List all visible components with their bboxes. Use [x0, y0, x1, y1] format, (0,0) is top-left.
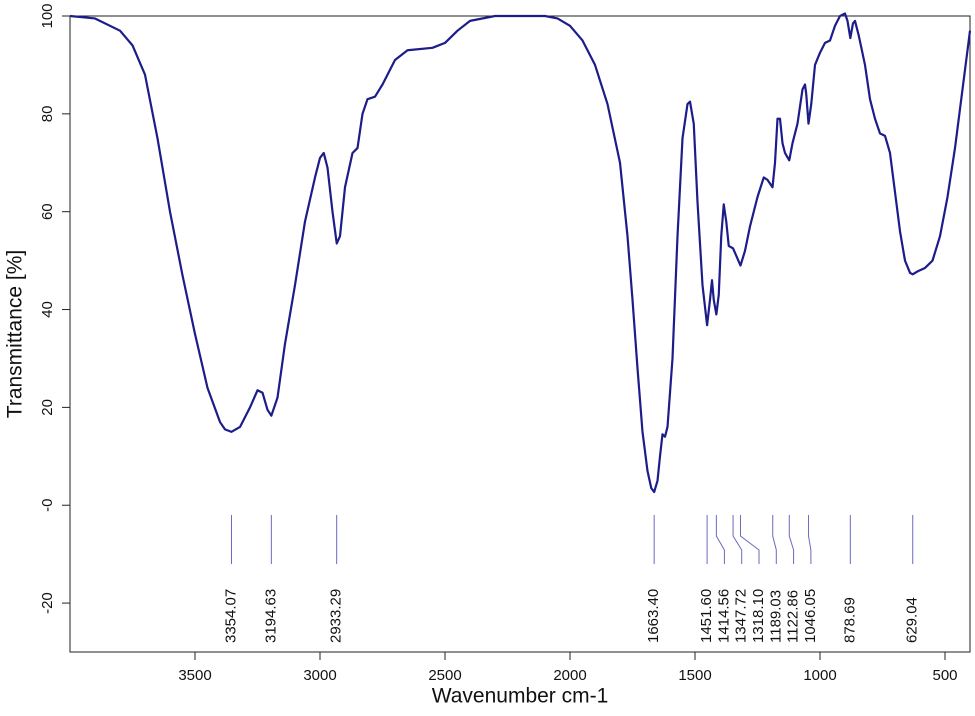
y-tick-label: -20: [39, 592, 56, 614]
x-tick-label: 2000: [553, 667, 586, 684]
peak-label: 878.69: [841, 597, 858, 643]
peak-label: 1347.72: [733, 589, 750, 643]
peak-label: 1046.05: [802, 589, 819, 643]
x-tick-label: 2500: [428, 667, 461, 684]
y-tick-label: 80: [39, 106, 56, 123]
y-axis-title: Transmittance [%]: [4, 250, 27, 418]
peak-label: 1451.60: [698, 589, 715, 643]
y-tick-label: 40: [39, 301, 56, 318]
y-tick-label: -0: [39, 499, 56, 512]
peak-marker: [732, 515, 743, 564]
peak-label: 1122.86: [785, 590, 802, 643]
spectrum-line: [69, 12, 972, 494]
peak-label: 3194.63: [262, 589, 279, 643]
peak-label: 1189.03: [767, 590, 784, 643]
peak-label: 1663.40: [645, 589, 662, 643]
plot-frame: [69, 15, 971, 653]
peak-marker: [788, 515, 795, 564]
peak-label: 1414.56: [715, 589, 732, 643]
x-tick-label: 3000: [303, 667, 336, 684]
peak-marker: [739, 515, 760, 564]
y-tick-label: 60: [39, 203, 56, 220]
peak-marker: [807, 515, 812, 564]
peak-marker: [772, 515, 777, 564]
peak-marker: [715, 515, 725, 564]
peak-label: 629.04: [904, 597, 921, 643]
x-tick-label: 1000: [803, 667, 836, 684]
x-axis-title: Wavenumber cm-1: [432, 685, 609, 708]
x-tick-label: 500: [932, 667, 957, 684]
peak-label: 1318.10: [750, 589, 767, 643]
x-tick-label: 3500: [178, 667, 211, 684]
y-tick-label: 100: [39, 3, 56, 28]
y-tick-label: 20: [39, 399, 56, 416]
peak-label: 2933.29: [328, 589, 345, 643]
peak-label: 3354.07: [222, 589, 239, 643]
x-tick-label: 1500: [678, 667, 711, 684]
